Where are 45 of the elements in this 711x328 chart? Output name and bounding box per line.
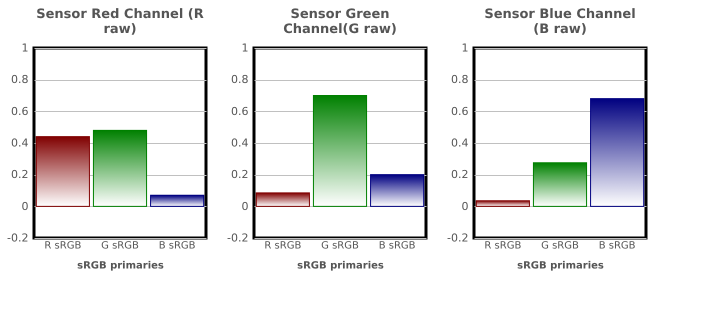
x-axis-title: sRGB primaries xyxy=(517,260,604,272)
chart-title: Sensor Green Channel(G raw) xyxy=(283,7,397,37)
y-tick-label: 0.2 xyxy=(451,168,468,182)
y-tick-label: 0.8 xyxy=(11,73,28,86)
y-tick-label: -0.2 xyxy=(447,232,468,244)
y-tick-label: 0 xyxy=(462,200,468,213)
x-tick-label: G sRGB xyxy=(321,240,359,252)
x-tick-label: R sRGB xyxy=(484,240,522,252)
bar xyxy=(256,192,310,207)
x-tick-label: B sRGB xyxy=(158,240,196,252)
x-tick-label: G sRGB xyxy=(101,240,139,252)
y-tick-label: 0.4 xyxy=(231,136,248,150)
x-tick-label: R sRGB xyxy=(44,240,82,252)
x-axis-title: sRGB primaries xyxy=(77,260,164,272)
y-tick-label: 1 xyxy=(242,42,248,54)
x-axis-title: sRGB primaries xyxy=(297,260,384,272)
chart-title: Sensor Blue Channel (B raw) xyxy=(484,7,636,37)
bar xyxy=(370,174,424,207)
y-tick-label: 1 xyxy=(462,42,468,54)
x-tick-label: R sRGB xyxy=(264,240,302,252)
y-tick-label: 1 xyxy=(22,42,28,54)
bar xyxy=(92,130,148,207)
bar xyxy=(532,162,588,207)
y-tick-label: 0.8 xyxy=(451,73,468,86)
x-tick-label: G sRGB xyxy=(541,240,579,252)
y-tick-label: 0.4 xyxy=(11,136,28,150)
y-tick-label: -0.2 xyxy=(227,232,248,244)
y-tick-label: 0.6 xyxy=(231,104,248,118)
bar xyxy=(36,136,90,207)
x-tick-label: B sRGB xyxy=(598,240,636,252)
bar xyxy=(590,98,644,207)
y-tick-label: -0.2 xyxy=(7,232,28,244)
y-tick-label: 0.6 xyxy=(451,104,468,118)
bar xyxy=(150,194,204,207)
x-tick-label: B sRGB xyxy=(378,240,416,252)
y-tick-label: 0.6 xyxy=(11,104,28,118)
y-tick-label: 0.2 xyxy=(11,168,28,182)
chart-title: Sensor Red Channel (R raw) xyxy=(36,7,204,37)
y-tick-label: 0 xyxy=(22,200,28,213)
y-tick-label: 0.4 xyxy=(451,136,468,150)
bar xyxy=(476,200,530,207)
y-tick-label: 0.2 xyxy=(231,168,248,182)
y-tick-label: 0 xyxy=(242,200,248,213)
bar xyxy=(312,95,368,207)
y-tick-label: 0.8 xyxy=(231,73,248,86)
